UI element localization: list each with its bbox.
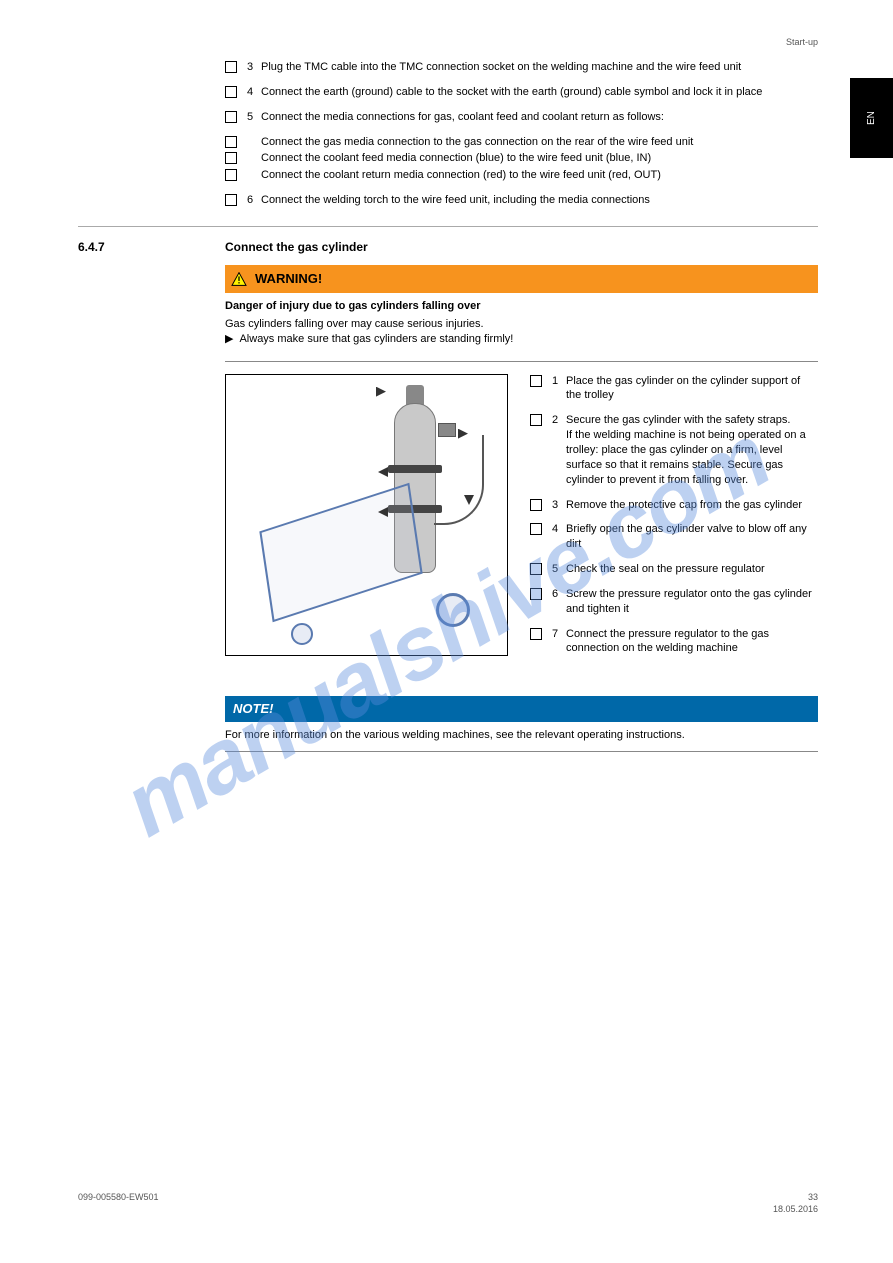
check-item: 4 Briefly open the gas cylinder valve to… xyxy=(530,522,818,552)
step-number: 6 xyxy=(552,587,566,617)
warning-label: WARNING! xyxy=(255,270,322,288)
check-item: 6 Screw the pressure regulator onto the … xyxy=(530,587,818,617)
check-item: Connect the coolant feed media connectio… xyxy=(225,151,818,166)
step-text: Connect the coolant feed media connectio… xyxy=(261,151,818,166)
section-heading: 6.4.7 Connect the gas cylinder xyxy=(78,239,818,255)
warning-triangle-icon xyxy=(231,272,247,286)
page-footer: 099-005580-EW501 33 18.05.2016 xyxy=(78,1191,818,1215)
warning-text: Danger of injury due to gas cylinders fa… xyxy=(225,299,818,347)
step-number: 2 xyxy=(552,413,566,487)
section-rule xyxy=(78,226,818,227)
checkbox-icon xyxy=(530,375,542,387)
step-number xyxy=(247,151,261,166)
warning-body: Gas cylinders falling over may cause ser… xyxy=(225,317,818,332)
step-text: Connect the welding torch to the wire fe… xyxy=(261,193,818,208)
checkbox-icon xyxy=(530,499,542,511)
note-text: For more information on the various weld… xyxy=(225,728,818,743)
section-number: 6.4.7 xyxy=(78,239,225,255)
checkbox-icon xyxy=(225,194,237,206)
figure-block: 1 Place the gas cylinder on the cylinder… xyxy=(225,374,818,667)
check-item: 3 Remove the protective cap from the gas… xyxy=(530,498,818,513)
figure-checklist: 1 Place the gas cylinder on the cylinder… xyxy=(530,374,818,667)
step-text: Check the seal on the pressure regulator xyxy=(566,562,818,577)
note-separator xyxy=(225,751,818,752)
check-item: 5 Check the seal on the pressure regulat… xyxy=(530,562,818,577)
step-text: Connect the coolant return media connect… xyxy=(261,168,818,183)
check-item: 2 Secure the gas cylinder with the safet… xyxy=(530,413,818,487)
warning-banner: WARNING! xyxy=(225,265,818,293)
step-text: Connect the pressure regulator to the ga… xyxy=(566,627,818,657)
checkbox-icon xyxy=(225,152,237,164)
checkbox-icon xyxy=(530,563,542,575)
upper-checklist: 3 Plug the TMC cable into the TMC connec… xyxy=(225,60,818,208)
step-text: Place the gas cylinder on the cylinder s… xyxy=(566,374,818,404)
step-number: 3 xyxy=(552,498,566,513)
warning-separator xyxy=(225,361,818,362)
step-text: Briefly open the gas cylinder valve to b… xyxy=(566,522,818,552)
step-text: Screw the pressure regulator onto the ga… xyxy=(566,587,818,617)
step-number xyxy=(247,135,261,150)
step-number: 7 xyxy=(552,627,566,657)
step-number: 1 xyxy=(552,374,566,404)
warning-bullet-text: Always make sure that gas cylinders are … xyxy=(239,332,513,347)
footer-pagenum: 33 xyxy=(773,1191,818,1203)
checkbox-icon xyxy=(530,628,542,640)
section-title: Connect the gas cylinder xyxy=(225,239,368,255)
step-text: Remove the protective cap from the gas c… xyxy=(566,498,818,513)
check-item: Connect the coolant return media connect… xyxy=(225,168,818,183)
checkbox-icon xyxy=(225,136,237,148)
language-tab: EN xyxy=(850,78,893,158)
footer-date: 18.05.2016 xyxy=(773,1203,818,1215)
step-text: Secure the gas cylinder with the safety … xyxy=(566,413,818,487)
step-text: Connect the gas media connection to the … xyxy=(261,135,818,150)
step-text: Plug the TMC cable into the TMC connecti… xyxy=(261,60,818,75)
checkbox-icon xyxy=(530,414,542,426)
note-banner: NOTE! xyxy=(225,696,818,722)
step-number: 5 xyxy=(247,110,261,125)
checkbox-icon xyxy=(530,523,542,535)
bullet-arrow-icon: ▶ xyxy=(225,332,233,347)
check-item: 7 Connect the pressure regulator to the … xyxy=(530,627,818,657)
check-item: 3 Plug the TMC cable into the TMC connec… xyxy=(225,60,818,75)
step-text: Connect the earth (ground) cable to the … xyxy=(261,85,818,100)
step-number: 4 xyxy=(247,85,261,100)
check-item: 1 Place the gas cylinder on the cylinder… xyxy=(530,374,818,404)
warning-heading: Danger of injury due to gas cylinders fa… xyxy=(225,299,818,314)
step-number: 3 xyxy=(247,60,261,75)
page-content: 3 Plug the TMC cable into the TMC connec… xyxy=(78,60,818,764)
checkbox-icon xyxy=(225,61,237,73)
checkbox-icon xyxy=(530,588,542,600)
step-number: 5 xyxy=(552,562,566,577)
checkbox-icon xyxy=(225,86,237,98)
step-number: 6 xyxy=(247,193,261,208)
step-number xyxy=(247,168,261,183)
checkbox-icon xyxy=(225,111,237,123)
check-item: 6 Connect the welding torch to the wire … xyxy=(225,193,818,208)
check-item: 4 Connect the earth (ground) cable to th… xyxy=(225,85,818,100)
step-number: 4 xyxy=(552,522,566,552)
warning-bullet: ▶ Always make sure that gas cylinders ar… xyxy=(225,332,818,347)
equipment-figure xyxy=(225,374,508,656)
check-item: 5 Connect the media connections for gas,… xyxy=(225,110,818,125)
running-head: Start-up xyxy=(78,36,818,48)
checkbox-icon xyxy=(225,169,237,181)
check-item: Connect the gas media connection to the … xyxy=(225,135,818,150)
footer-docnum: 099-005580-EW501 xyxy=(78,1191,159,1215)
step-text: Connect the media connections for gas, c… xyxy=(261,110,818,125)
